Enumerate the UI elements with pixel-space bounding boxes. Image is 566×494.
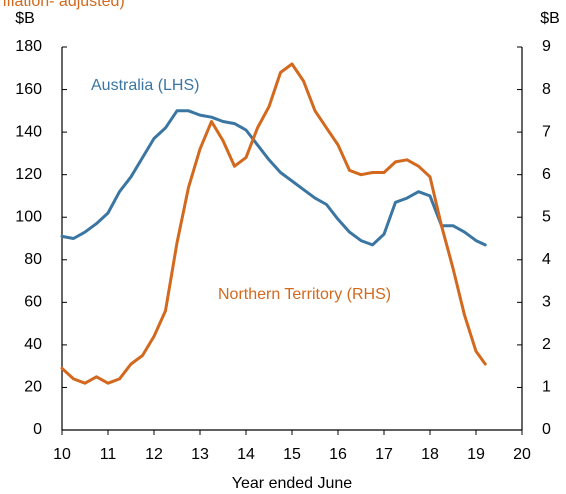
y2-tick-label: 1: [542, 379, 551, 396]
x-tick-label: 11: [100, 446, 117, 463]
y2-tick-label: 3: [542, 294, 551, 311]
y-tick-label: 100: [15, 208, 42, 225]
series-label: Australia (LHS): [91, 77, 199, 94]
subtitle: inflation- adjusted): [0, 0, 125, 10]
y2-tick-label: 9: [542, 38, 551, 55]
x-tick-label: 13: [191, 446, 209, 463]
x-tick-label: 20: [513, 446, 531, 463]
y-tick-label: 160: [15, 81, 42, 98]
y2-tick-label: 7: [542, 123, 551, 140]
y2-tick-label: 6: [542, 166, 551, 183]
x-tick-label: 19: [467, 446, 485, 463]
y2-tick-label: 0: [542, 421, 551, 438]
y-tick-label: 20: [24, 379, 42, 396]
x-tick-label: 18: [421, 446, 439, 463]
y2-tick-label: 5: [542, 208, 551, 225]
x-axis-label: Year ended June: [232, 475, 353, 492]
y-tick-label: 140: [15, 123, 42, 140]
y-tick-label: 0: [33, 421, 42, 438]
x-tick-label: 16: [329, 446, 347, 463]
y-tick-label: 120: [15, 166, 42, 183]
y-tick-label: 180: [15, 38, 42, 55]
y-tick-label: 80: [24, 251, 42, 268]
x-tick-label: 10: [53, 446, 71, 463]
x-tick-label: 12: [145, 446, 163, 463]
y-tick-label: 60: [24, 294, 42, 311]
series-line: [60, 62, 487, 385]
y2-tick-label: 2: [542, 336, 551, 353]
x-tick-label: 15: [283, 446, 301, 463]
y2-tick-label: 4: [542, 251, 551, 268]
x-tick-label: 14: [237, 446, 255, 463]
y-unit: $B: [15, 10, 35, 27]
y2-unit: $B: [540, 10, 560, 27]
series-label: Northern Territory (RHS): [218, 286, 391, 303]
x-tick-label: 17: [375, 446, 393, 463]
y-tick-label: 40: [24, 336, 42, 353]
series-line: [60, 109, 487, 247]
y2-tick-label: 8: [542, 81, 551, 98]
